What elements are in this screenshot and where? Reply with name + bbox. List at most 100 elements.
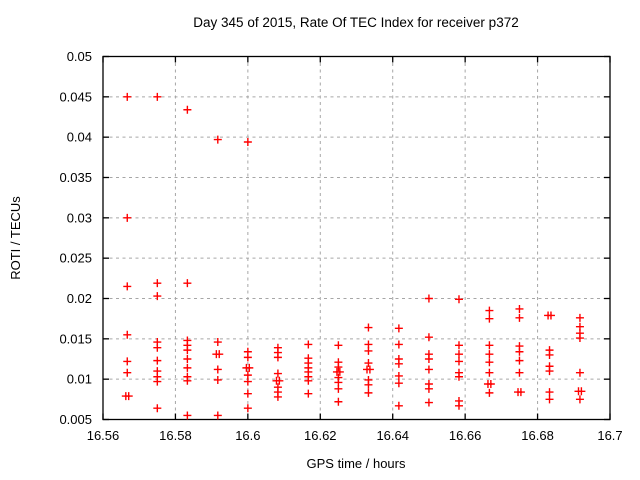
x-tick-label: 16.66 — [449, 428, 482, 443]
x-tick-label: 16.7 — [597, 428, 622, 443]
data-point-marker — [153, 356, 162, 365]
x-tick-label: 16.62 — [304, 428, 337, 443]
data-point-marker — [334, 384, 343, 393]
data-point-marker — [424, 398, 433, 407]
data-point-marker — [454, 350, 463, 359]
data-point-marker — [545, 388, 554, 397]
data-point-marker — [454, 401, 463, 410]
data-point-marker — [215, 350, 224, 359]
y-tick-label: 0.025 — [59, 251, 92, 266]
data-point-marker — [577, 387, 586, 396]
data-point-marker — [334, 397, 343, 406]
data-point-marker — [364, 388, 373, 397]
x-tick-label: 16.68 — [521, 428, 554, 443]
data-point-marker — [243, 404, 252, 413]
data-point-marker — [153, 377, 162, 386]
y-tick-label: 0.015 — [59, 331, 92, 346]
data-point-marker — [485, 341, 494, 350]
data-point-marker — [243, 377, 252, 386]
data-point-marker — [424, 294, 433, 303]
data-point-marker — [454, 357, 463, 366]
data-point-marker — [454, 295, 463, 304]
x-tick-label: 16.64 — [376, 428, 409, 443]
data-point-marker — [275, 376, 284, 385]
data-point-marker — [123, 330, 132, 339]
data-point-marker — [545, 395, 554, 404]
data-point-marker — [546, 311, 555, 320]
data-point-marker — [515, 313, 524, 322]
y-tick-label: 0.005 — [59, 412, 92, 427]
data-point-marker — [515, 304, 524, 313]
data-point-marker — [245, 363, 254, 372]
y-axis-label: ROTI / TECUs — [8, 196, 23, 280]
data-point-marker — [153, 292, 162, 301]
plot-border — [102, 55, 611, 421]
data-point-marker — [575, 368, 584, 377]
y-tick-label: 0.04 — [67, 130, 92, 145]
tick-layer — [102, 55, 611, 421]
data-point-marker — [213, 365, 222, 374]
data-point-marker — [424, 333, 433, 342]
y-tick-label: 0.045 — [59, 89, 92, 104]
data-point-marker — [516, 388, 525, 397]
data-point-marker — [485, 350, 494, 359]
data-point-marker — [123, 92, 132, 101]
data-point-marker — [394, 379, 403, 388]
data-point-marker — [454, 372, 463, 381]
data-point-marker — [183, 355, 192, 363]
y-tick-label: 0.05 — [67, 49, 92, 64]
data-point-marker — [394, 371, 403, 380]
data-point-marker — [304, 376, 313, 385]
x-axis-label: GPS time / hours — [307, 456, 406, 471]
chart-title: Day 345 of 2015, Rate Of TEC Index for r… — [193, 15, 518, 30]
data-point-marker — [243, 389, 252, 398]
data-point-marker — [183, 346, 192, 355]
data-point-marker — [183, 279, 192, 288]
y-tick-label: 0.035 — [59, 170, 92, 185]
data-point-marker — [213, 135, 222, 144]
data-point-marker — [124, 392, 133, 401]
data-point-marker — [183, 105, 192, 114]
data-point-marker — [364, 346, 373, 355]
data-point-marker — [515, 368, 524, 377]
data-point-marker — [273, 392, 282, 401]
data-point-marker — [485, 388, 494, 397]
data-point-marker — [304, 389, 313, 398]
data-point-marker — [486, 380, 495, 389]
y-tick-label: 0.03 — [67, 210, 92, 225]
data-point-marker — [575, 334, 584, 343]
data-point-marker — [153, 92, 162, 101]
data-point-marker — [545, 367, 554, 376]
data-point-marker — [213, 338, 222, 347]
data-point-marker — [394, 401, 403, 410]
data-point-marker — [515, 356, 524, 365]
data-point-marker — [243, 138, 252, 147]
data-point-marker — [334, 363, 343, 372]
data-point-marker — [183, 363, 192, 372]
data-point-marker — [183, 376, 192, 385]
data-points-layer — [121, 92, 586, 420]
data-point-marker — [485, 358, 494, 367]
data-point-marker — [545, 350, 554, 359]
data-point-marker — [424, 365, 433, 374]
data-point-marker — [123, 357, 132, 366]
data-point-marker — [273, 369, 282, 378]
data-point-marker — [365, 365, 374, 374]
data-point-marker — [364, 359, 373, 368]
data-point-marker — [213, 375, 222, 384]
y-tick-label: 0.01 — [67, 372, 92, 387]
data-point-marker — [213, 411, 222, 420]
grid-layer — [103, 56, 610, 420]
x-tick-label: 16.56 — [87, 428, 120, 443]
data-point-marker — [153, 343, 162, 352]
tick-label-layer: 16.56 16.58 16.6 16.62 16.64 16.66 16.68 16.7 0.… — [59, 49, 622, 443]
data-point-marker — [334, 341, 343, 350]
data-point-marker — [575, 395, 584, 404]
data-point-marker — [424, 384, 433, 393]
data-point-marker — [394, 340, 403, 349]
data-point-marker — [485, 314, 494, 323]
data-point-marker — [394, 324, 403, 333]
data-point-marker — [454, 341, 463, 350]
